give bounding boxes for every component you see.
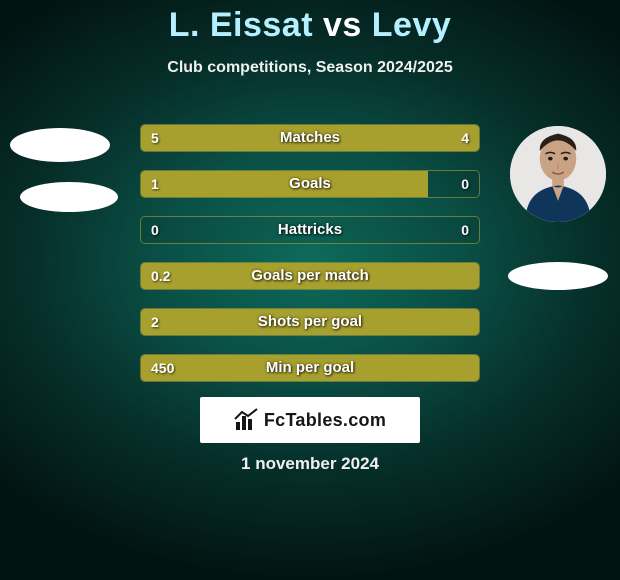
comparison-card: L. Eissat vs Levy Club competitions, Sea… [0, 0, 620, 580]
stat-value-left: 450 [151, 355, 174, 381]
subtitle: Club competitions, Season 2024/2025 [0, 59, 620, 77]
stats-bars: Matches54Goals10Hattricks00Goals per mat… [140, 124, 480, 400]
stat-label: Goals [141, 171, 479, 197]
player1-avatar-placeholder [10, 128, 110, 162]
stat-label: Goals per match [141, 263, 479, 289]
stat-value-left: 0 [151, 217, 159, 243]
stat-value-left: 1 [151, 171, 159, 197]
player2-club-placeholder [508, 262, 608, 290]
stat-row: Goals per match0.2 [140, 262, 480, 290]
stat-row: Hattricks0 0 [140, 216, 480, 244]
logo-text: FcTables.com [264, 410, 386, 431]
stat-label: Shots per goal [141, 309, 479, 335]
stat-value-right: 0 [461, 171, 469, 197]
bars-icon [234, 408, 258, 432]
stat-label: Matches [141, 125, 479, 151]
stat-row: Min per goal450 [140, 354, 480, 382]
stat-row: Goals1 0 [140, 170, 480, 198]
stat-value-right: 4 [461, 125, 469, 151]
stat-value-left: 0.2 [151, 263, 170, 289]
stat-label: Hattricks [141, 217, 479, 243]
stat-value-left: 5 [151, 125, 159, 151]
stat-row: Shots per goal2 [140, 308, 480, 336]
logo-box: FcTables.com [200, 397, 420, 443]
player2-name: Levy [372, 6, 452, 44]
player1-name: L. Eissat [169, 6, 313, 44]
stat-label: Min per goal [141, 355, 479, 381]
player2-avatar [510, 126, 606, 222]
vs-text: vs [323, 6, 362, 44]
stat-value-right: 0 [461, 217, 469, 243]
stat-value-left: 2 [151, 309, 159, 335]
page-title: L. Eissat vs Levy [0, 0, 620, 45]
player1-club-placeholder [20, 182, 118, 212]
stat-row: Matches5 4 [140, 124, 480, 152]
date: 1 november 2024 [0, 454, 620, 474]
